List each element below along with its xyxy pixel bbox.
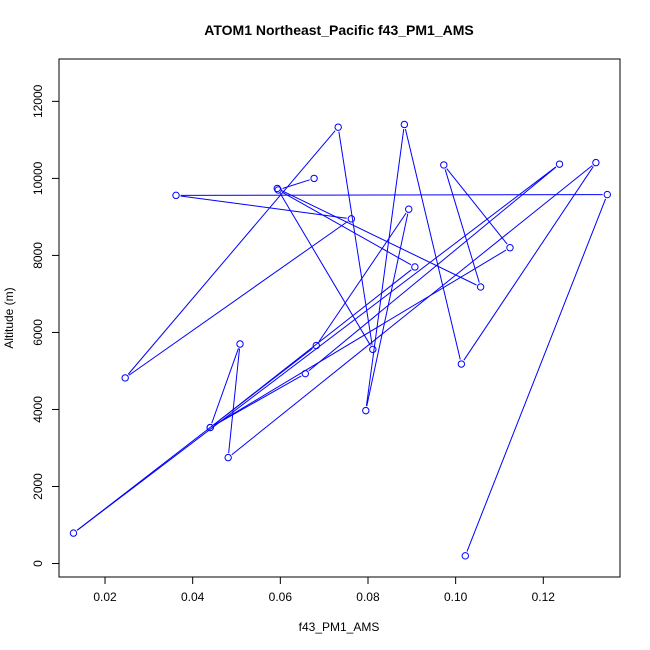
- series-segment: [366, 213, 409, 407]
- data-point: [592, 158, 600, 167]
- y-tick-label: 0: [31, 560, 45, 567]
- x-tick-label: 0.02: [93, 590, 117, 604]
- series-segment: [463, 166, 594, 361]
- data-point: [69, 529, 78, 537]
- data-point: [362, 406, 370, 415]
- series-segment: [282, 179, 310, 190]
- y-tick-label: 8000: [31, 242, 45, 269]
- y-axis-label: Altitude (m): [2, 287, 16, 348]
- series-segment: [444, 169, 480, 283]
- series-segment: [404, 128, 461, 360]
- y-tick-label: 10000: [31, 161, 45, 195]
- series-segment: [213, 269, 412, 426]
- data-point: [555, 160, 564, 168]
- x-axis-ticks: 0.02 0.04 0.06 0.08 0.10 0.12: [93, 577, 555, 604]
- series-segment: [281, 191, 412, 266]
- data-point: [405, 205, 413, 213]
- series-segment: [466, 198, 607, 552]
- data-point: [461, 552, 469, 560]
- data-point: [440, 161, 448, 169]
- data-point: [369, 345, 377, 354]
- data-point: [236, 340, 244, 348]
- data-point: [301, 369, 310, 378]
- data-series: [69, 120, 611, 560]
- y-tick-label: 2000: [31, 473, 45, 500]
- x-tick-label: 0.12: [532, 590, 556, 604]
- data-point: [224, 453, 232, 462]
- series-segment: [281, 189, 477, 286]
- data-point: [506, 244, 514, 252]
- y-tick-label: 12000: [31, 84, 45, 118]
- data-point: [334, 123, 342, 131]
- series-segment: [338, 131, 373, 345]
- data-point: [457, 360, 466, 368]
- data-point: [274, 186, 282, 194]
- series-segment: [180, 194, 603, 196]
- series-segment: [128, 221, 348, 376]
- data-point: [273, 184, 281, 193]
- data-point: [312, 341, 320, 350]
- data-point: [411, 263, 419, 271]
- series-segment: [308, 166, 557, 372]
- series-segment: [213, 375, 302, 426]
- y-tick-label: 4000: [31, 396, 45, 423]
- series-segment: [211, 348, 239, 424]
- series-segment: [279, 192, 371, 346]
- data-point: [310, 174, 318, 183]
- chart-title: ATOM1 Northeast_Pacific f43_PM1_AMS: [204, 22, 473, 38]
- series-segment: [231, 165, 593, 456]
- series-segment: [228, 348, 241, 454]
- series-segment: [180, 195, 347, 219]
- data-point: [603, 190, 611, 199]
- y-tick-label: 6000: [31, 319, 45, 346]
- x-tick-label: 0.10: [444, 590, 468, 604]
- series-segment: [213, 249, 507, 426]
- data-point: [121, 374, 129, 382]
- series-segment: [318, 212, 407, 343]
- x-tick-label: 0.08: [356, 590, 380, 604]
- data-point: [206, 423, 214, 432]
- x-tick-label: 0.04: [181, 590, 205, 604]
- x-tick-label: 0.06: [269, 590, 293, 604]
- data-point: [172, 191, 180, 200]
- series-segment: [127, 130, 336, 375]
- y-axis-ticks: 0 2000 4000 6000 8000 10000 12000: [31, 84, 59, 567]
- series-segment: [365, 128, 405, 407]
- data-point: [400, 120, 409, 129]
- data-point: [347, 215, 356, 223]
- data-point: [476, 283, 485, 291]
- x-axis-label: f43_PM1_AMS: [299, 620, 380, 634]
- series-segment: [446, 168, 508, 245]
